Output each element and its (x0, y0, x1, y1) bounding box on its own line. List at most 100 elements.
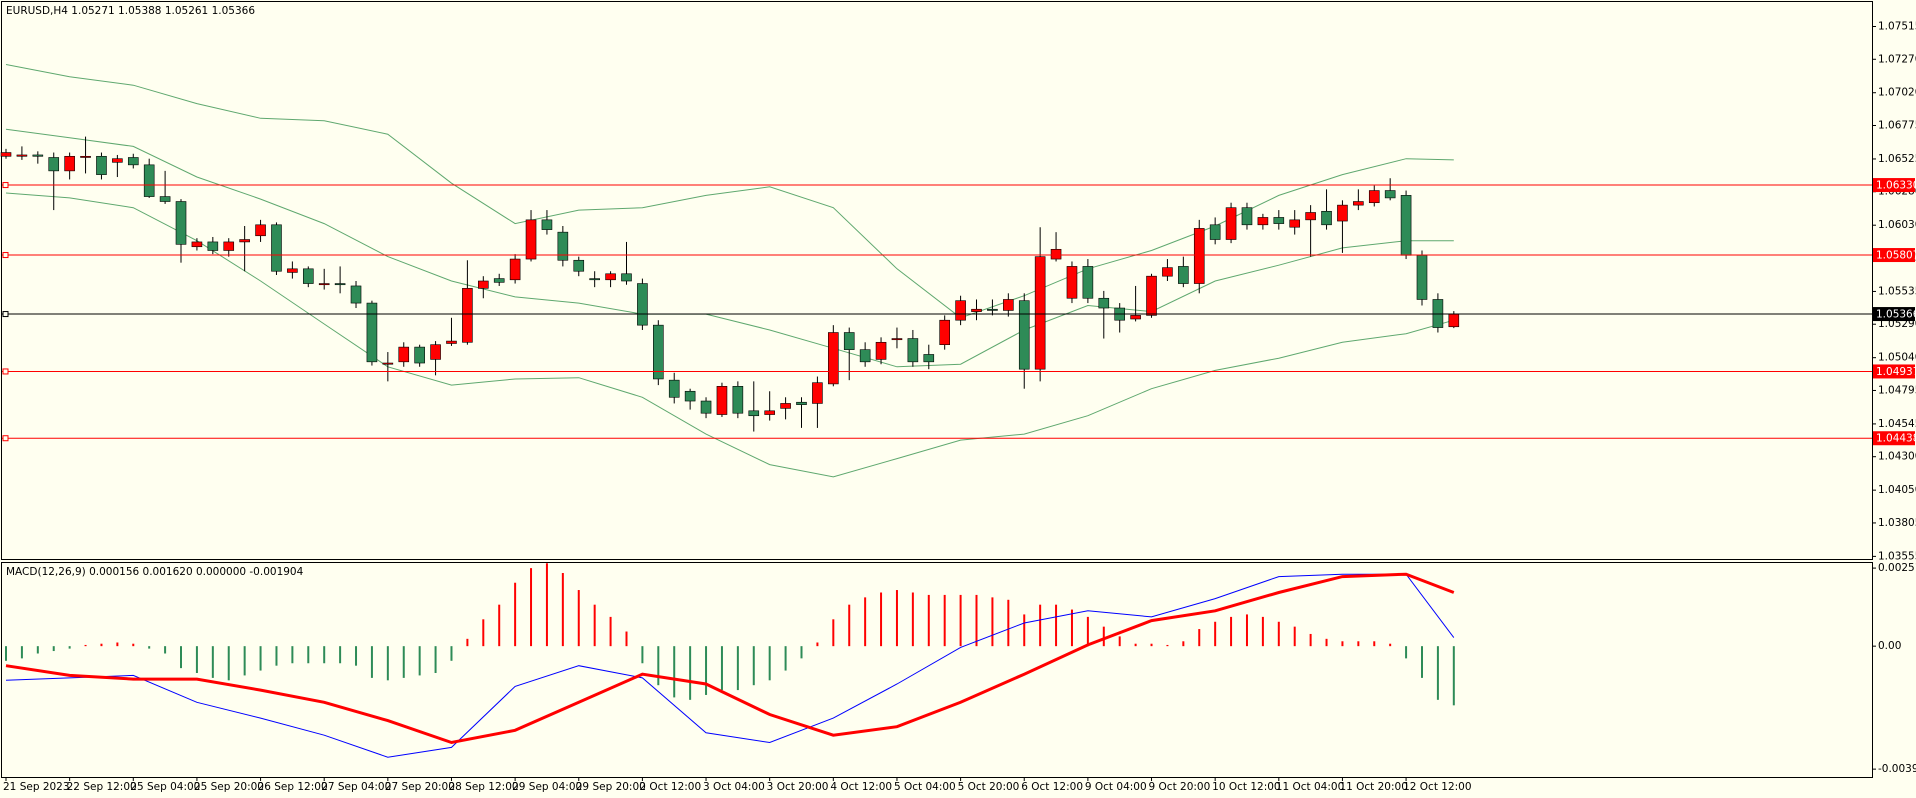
x-tick-label: 27 Sep 20:00 (385, 781, 455, 793)
x-tick-label: 12 Oct 12:00 (1403, 781, 1471, 793)
candle-body (716, 386, 728, 415)
candle-body (1034, 256, 1046, 370)
candle-body (923, 354, 935, 363)
candle-body (955, 300, 966, 321)
candle-body (255, 224, 266, 237)
candle-body (302, 268, 314, 284)
candle-body (1209, 224, 1221, 240)
x-tick-label: 6 Oct 12:00 (1021, 781, 1083, 793)
candle-body (1066, 266, 1078, 299)
candle-body (621, 273, 632, 282)
candle-body (1082, 266, 1094, 299)
candle-body (143, 164, 155, 197)
candle-body (382, 362, 394, 365)
x-tick-label: 29 Sep 04:00 (512, 781, 582, 793)
candle-body (1321, 210, 1332, 226)
y-tick-label: 1.04795 (1878, 384, 1916, 396)
candle-body (1337, 204, 1348, 222)
candle-body (732, 386, 744, 414)
level-label-box (1873, 307, 1915, 322)
candle-body (700, 400, 712, 414)
candle-body (462, 288, 473, 343)
candle-body (1178, 266, 1189, 284)
indicator-line (5, 573, 1455, 758)
y-tick-label: 1.03555 (1878, 550, 1916, 562)
candle-body (350, 285, 362, 304)
candle-body (796, 401, 807, 405)
candle-body (271, 224, 282, 272)
candle-body (748, 410, 760, 417)
x-tick-label: 27 Sep 04:00 (321, 781, 391, 793)
x-tick-label: 25 Sep 20:00 (194, 781, 264, 793)
candle-body (175, 201, 187, 245)
level-label-box (1873, 248, 1915, 263)
y-tick-label: 1.06030 (1878, 219, 1916, 231)
candle-body (414, 346, 425, 364)
candle-body (112, 158, 123, 163)
candle-body (891, 338, 903, 341)
candle-body (907, 338, 919, 363)
candle-body (971, 308, 982, 312)
level-label: 1.05366 (1876, 309, 1916, 321)
x-tick-label: 10 Oct 12:00 (1212, 781, 1280, 793)
x-tick-label: 11 Oct 20:00 (1339, 781, 1407, 793)
x-tick-label: 21 Sep 2023 (3, 781, 70, 793)
candle-body (1416, 255, 1428, 300)
candle-body (1305, 212, 1316, 221)
y-tick-label: 1.07020 (1878, 87, 1916, 99)
candle-body (828, 332, 839, 385)
candle-body (939, 319, 950, 345)
x-tick-label: 2 Oct 12:00 (639, 781, 701, 793)
candle-body (573, 259, 585, 272)
candle-body (1050, 248, 1062, 260)
level-label-box (1873, 431, 1915, 446)
candle-body (1098, 297, 1110, 309)
candle-body (1289, 219, 1301, 228)
price-panel-frame (1, 1, 1873, 560)
candle-body (1448, 313, 1460, 328)
candle-body (1368, 190, 1380, 204)
candle-body (366, 302, 378, 363)
y-tick-label: 1.06525 (1878, 153, 1916, 165)
x-tick-label: 25 Sep 04:00 (130, 781, 200, 793)
candle-body (80, 155, 91, 158)
y-tick-label: 0.002512 (1878, 562, 1916, 574)
x-tick-label: 28 Sep 12:00 (448, 781, 518, 793)
candle-body (1193, 228, 1205, 284)
y-tick-label: 1.06775 (1878, 120, 1916, 132)
candle-body (541, 219, 553, 230)
x-tick-label: 22 Sep 12:00 (67, 781, 137, 793)
level-label: 1.04438 (1876, 433, 1916, 445)
candle-body (287, 268, 298, 273)
y-tick-label: 1.07270 (1878, 53, 1916, 65)
level-marker (2, 435, 9, 442)
level-marker (2, 368, 9, 375)
candle-body (1225, 207, 1237, 240)
indicator-line (5, 572, 1455, 745)
candle-body (812, 382, 823, 404)
x-tick-label: 5 Oct 04:00 (894, 781, 956, 793)
candle-body (764, 410, 775, 415)
x-tick-label: 3 Oct 04:00 (703, 781, 765, 793)
candle-body (653, 324, 664, 380)
x-tick-label: 9 Oct 20:00 (1149, 781, 1211, 793)
x-tick-label: 26 Sep 12:00 (258, 781, 328, 793)
candle-body (446, 340, 457, 344)
y-tick-label: 1.05535 (1878, 285, 1916, 297)
candle-body (1353, 201, 1364, 206)
candle-body (159, 196, 171, 202)
macd-header: MACD(12,26,9) 0.000156 0.001620 0.000000… (6, 566, 304, 578)
y-tick-label: -0.003957 (1878, 763, 1916, 775)
candle-body (684, 390, 696, 402)
x-tick-label: 3 Oct 20:00 (767, 781, 829, 793)
y-tick-label: 1.07515 (1878, 20, 1916, 32)
candle-body (1432, 299, 1444, 328)
candle-body (239, 239, 250, 243)
x-tick-label: 11 Oct 04:00 (1276, 781, 1344, 793)
candle-body (96, 155, 107, 175)
candle-body (1273, 217, 1285, 224)
level-label: 1.04937 (1876, 366, 1916, 378)
y-tick-label: 1.04300 (1878, 451, 1916, 463)
candle-body (0, 152, 12, 157)
